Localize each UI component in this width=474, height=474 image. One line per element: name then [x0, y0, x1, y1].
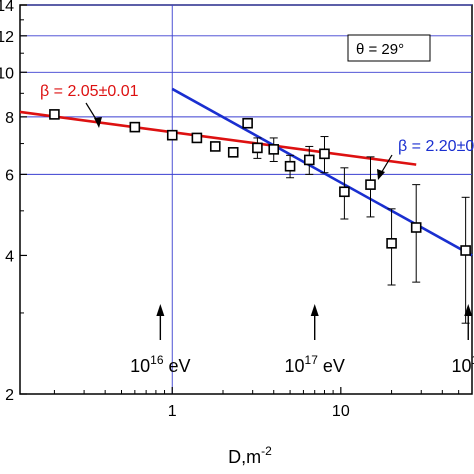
legend-box [347, 34, 431, 62]
data-point [386, 238, 397, 249]
data-point [209, 141, 221, 152]
legend-box-text: θ = 29° [356, 41, 404, 58]
data-point [365, 179, 376, 190]
data-points [49, 109, 471, 256]
energy-arrowhead [464, 304, 473, 316]
data-point [284, 160, 296, 172]
y-tick-label: 12 [0, 29, 14, 46]
fit-arrowhead-red [94, 117, 102, 128]
grid [20, 4, 472, 394]
fit-arrowhead-blue [377, 169, 385, 180]
plot-frame [19, 4, 473, 395]
data-point [303, 154, 315, 166]
energy-label-base: 10 [452, 356, 472, 376]
energy-label-exp: 17 [305, 353, 319, 367]
data-point [166, 129, 178, 141]
energy-arrowhead [156, 304, 165, 316]
data-point [410, 222, 422, 233]
y-tick-label: 14 [0, 0, 14, 15]
data-point [191, 132, 203, 144]
data-point [460, 245, 471, 256]
x-axis-title-exp: -2 [261, 444, 272, 458]
x-tick-label: 10 [332, 403, 350, 420]
energy-label-base: 10 [130, 356, 150, 376]
fit-line-red [19, 110, 417, 166]
fit-line-blue [171, 87, 473, 257]
axis-ticks: 14 12 10 8 6 4 2 1 10 [0, 0, 460, 420]
energy-arrowhead [310, 304, 319, 316]
energy-label: 1016 eV [130, 353, 190, 376]
energy-label: 1017 eV [284, 353, 344, 376]
y-tick-label: 10 [0, 65, 14, 82]
x-axis-title-main: D,m [228, 447, 261, 467]
data-point [252, 142, 263, 154]
x-axis-title: D,m-2 [228, 444, 272, 467]
y-tick-label: 8 [5, 110, 14, 127]
energy-label-base: 10 [284, 356, 304, 376]
data-point [242, 117, 253, 129]
fit-label-blue: β = 2.20±0 [398, 138, 474, 155]
y-tick-label: 6 [5, 167, 14, 184]
y-tick-label: 2 [5, 387, 14, 404]
annotations: β = 2.05±0.01 β = 2.20±0 [40, 83, 474, 180]
energy-label-exp: 18 [472, 353, 474, 367]
energy-label: 1018 [452, 353, 474, 376]
energy-label-unit: eV [318, 356, 345, 376]
data-point [49, 109, 60, 120]
data-point [268, 144, 280, 155]
energy-label-unit: eV [164, 356, 191, 376]
energy-label-exp: 16 [150, 353, 164, 367]
data-point [319, 148, 330, 160]
fit-label-red: β = 2.05±0.01 [40, 83, 139, 100]
data-point [339, 186, 350, 198]
x-tick-label: 1 [168, 403, 177, 420]
data-point [227, 147, 239, 158]
y-tick-label: 4 [5, 248, 14, 265]
fit-lines [19, 87, 473, 257]
data-point [129, 121, 141, 133]
